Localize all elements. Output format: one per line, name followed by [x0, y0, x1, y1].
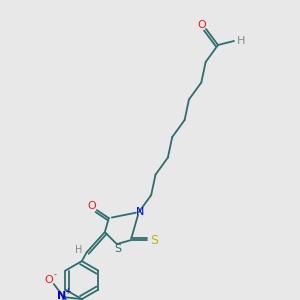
Text: O: O	[87, 201, 96, 211]
Text: S: S	[114, 244, 122, 254]
Text: H: H	[75, 245, 82, 255]
Text: N: N	[57, 291, 66, 300]
Text: -: -	[53, 271, 56, 280]
Text: O: O	[44, 275, 53, 285]
Text: N: N	[136, 207, 144, 217]
Text: +: +	[64, 286, 71, 296]
Text: O: O	[198, 20, 206, 30]
Text: H: H	[237, 36, 245, 46]
Text: S: S	[150, 234, 158, 247]
